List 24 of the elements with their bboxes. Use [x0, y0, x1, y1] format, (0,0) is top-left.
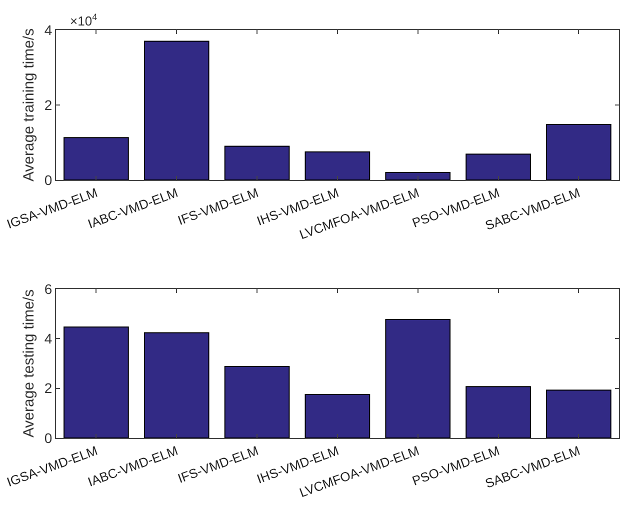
bar — [144, 40, 210, 180]
bar — [304, 151, 370, 180]
bar — [144, 332, 210, 438]
bar — [385, 319, 451, 438]
bar — [304, 394, 370, 438]
y-tick-label: 4 — [44, 330, 52, 347]
bar — [546, 390, 612, 438]
y-tick-label: 2 — [44, 96, 52, 113]
bar — [224, 366, 290, 438]
bar — [466, 154, 531, 180]
y-axis-title: Average training time/s — [20, 28, 38, 182]
bar — [64, 326, 129, 438]
text: ×10$^{4}$ — [70, 12, 98, 28]
y-axis-title: Average testing time/s — [20, 289, 38, 438]
y-tick-label: 0 — [44, 172, 52, 188]
bar — [224, 146, 290, 180]
y-tick-label: 6 — [44, 280, 52, 297]
y-tick-label: 0 — [44, 430, 52, 446]
bar — [64, 137, 129, 180]
y-tick-label: 2 — [44, 380, 52, 396]
bar — [385, 172, 451, 180]
bar — [466, 386, 531, 438]
y-tick-label: 4 — [44, 22, 52, 38]
bar — [546, 124, 612, 180]
